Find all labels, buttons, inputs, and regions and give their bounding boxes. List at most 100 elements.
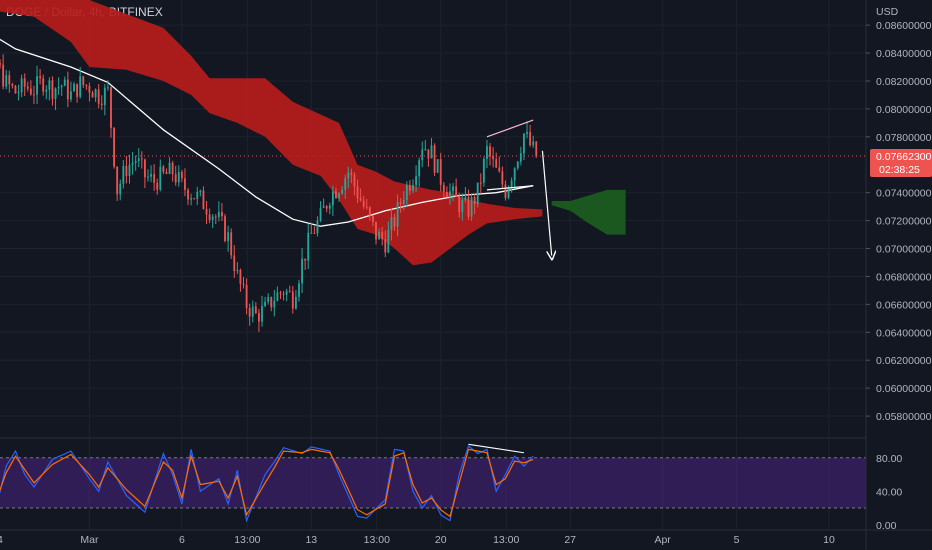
candle-body[interactable] bbox=[184, 178, 186, 190]
candle-body[interactable] bbox=[507, 187, 510, 198]
candle-body[interactable] bbox=[147, 176, 149, 178]
candle-body[interactable] bbox=[0, 63, 1, 65]
candle-body[interactable] bbox=[362, 200, 365, 207]
candle-body[interactable] bbox=[17, 92, 20, 94]
oscillator-trend-line[interactable] bbox=[468, 443, 525, 454]
candle-body[interactable] bbox=[378, 231, 381, 240]
candle-body[interactable] bbox=[54, 88, 57, 99]
candle-body[interactable] bbox=[433, 145, 436, 173]
candle-body[interactable] bbox=[100, 103, 103, 105]
candle-body[interactable] bbox=[140, 158, 143, 160]
candle-body[interactable] bbox=[458, 196, 461, 213]
candle-body[interactable] bbox=[8, 75, 11, 85]
candle-body[interactable] bbox=[174, 174, 177, 183]
candle-body[interactable] bbox=[137, 158, 140, 162]
candle-body[interactable] bbox=[88, 85, 91, 93]
candle-body[interactable] bbox=[523, 133, 525, 154]
candle-body[interactable] bbox=[335, 191, 337, 199]
candle-body[interactable] bbox=[495, 159, 498, 168]
candle-body[interactable] bbox=[85, 84, 88, 86]
candle-body[interactable] bbox=[322, 206, 325, 208]
candle-body[interactable] bbox=[415, 176, 418, 186]
candle-body[interactable] bbox=[418, 160, 421, 177]
candle-body[interactable] bbox=[504, 184, 507, 198]
candle-body[interactable] bbox=[236, 269, 239, 272]
candle-body[interactable] bbox=[205, 209, 208, 215]
candle-body[interactable] bbox=[214, 216, 217, 218]
candle-body[interactable] bbox=[310, 232, 313, 234]
trend-line[interactable] bbox=[486, 119, 534, 138]
candle-body[interactable] bbox=[122, 165, 125, 184]
candle-body[interactable] bbox=[116, 166, 119, 195]
candle-body[interactable] bbox=[294, 296, 297, 309]
candle-body[interactable] bbox=[217, 211, 220, 218]
candle-body[interactable] bbox=[384, 239, 387, 253]
price-axis[interactable]: 0.08600000 0.08400000 0.08200000 0.08000000… bbox=[866, 20, 932, 423]
candle-body[interactable] bbox=[436, 159, 439, 173]
candle-body[interactable] bbox=[26, 86, 29, 89]
candle-body[interactable] bbox=[73, 83, 75, 92]
candle-body[interactable] bbox=[180, 171, 183, 179]
candle-body[interactable] bbox=[526, 132, 528, 134]
candle-body[interactable] bbox=[227, 232, 230, 242]
candle-body[interactable] bbox=[347, 172, 350, 179]
candle-body[interactable] bbox=[408, 185, 411, 191]
candle-body[interactable] bbox=[529, 132, 532, 146]
candle-body[interactable] bbox=[264, 301, 267, 307]
candle-body[interactable] bbox=[513, 168, 516, 181]
candle-body[interactable] bbox=[45, 89, 48, 92]
time-axis[interactable]: 24 Mar 6 13:00 13 13:00 20 13:00 27 Apr 5 10 bbox=[0, 534, 835, 546]
candle-body[interactable] bbox=[254, 306, 257, 314]
candle-body[interactable] bbox=[159, 166, 162, 190]
candles[interactable] bbox=[0, 54, 538, 332]
candle-body[interactable] bbox=[150, 174, 152, 177]
candle-body[interactable] bbox=[273, 300, 276, 308]
candle-body[interactable] bbox=[282, 293, 285, 295]
candle-body[interactable] bbox=[257, 313, 260, 322]
candle-body[interactable] bbox=[23, 78, 26, 87]
candle-body[interactable] bbox=[230, 232, 233, 256]
candle-body[interactable] bbox=[372, 215, 374, 222]
candle-body[interactable] bbox=[375, 221, 377, 240]
drawings[interactable] bbox=[486, 119, 552, 255]
candle-body[interactable] bbox=[103, 87, 106, 105]
candle-body[interactable] bbox=[301, 258, 303, 284]
candle-body[interactable] bbox=[402, 200, 405, 204]
candle-body[interactable] bbox=[251, 306, 254, 317]
candle-body[interactable] bbox=[368, 207, 371, 216]
candle-body[interactable] bbox=[20, 78, 23, 93]
candle-body[interactable] bbox=[79, 76, 82, 97]
candle-body[interactable] bbox=[519, 153, 522, 162]
candle-body[interactable] bbox=[452, 186, 454, 192]
candle-body[interactable] bbox=[156, 182, 159, 190]
candle-body[interactable] bbox=[470, 197, 473, 217]
candle-body[interactable] bbox=[106, 87, 109, 89]
candle-body[interactable] bbox=[208, 214, 211, 220]
candle-body[interactable] bbox=[532, 141, 535, 146]
candle-body[interactable] bbox=[162, 166, 165, 172]
candle-body[interactable] bbox=[91, 92, 94, 98]
candle-body[interactable] bbox=[2, 64, 5, 87]
candle-body[interactable] bbox=[177, 171, 180, 183]
candle-body[interactable] bbox=[439, 159, 442, 185]
candle-body[interactable] bbox=[325, 206, 328, 209]
candle-body[interactable] bbox=[128, 164, 131, 177]
candle-body[interactable] bbox=[365, 206, 368, 208]
candle-body[interactable] bbox=[94, 89, 97, 98]
candle-body[interactable] bbox=[501, 171, 504, 185]
candle-body[interactable] bbox=[29, 88, 32, 95]
candle-body[interactable] bbox=[36, 76, 38, 95]
candle-body[interactable] bbox=[430, 145, 433, 159]
candle-body[interactable] bbox=[125, 165, 128, 177]
candle-body[interactable] bbox=[331, 191, 334, 206]
candle-body[interactable] bbox=[455, 186, 458, 197]
candle-body[interactable] bbox=[97, 89, 100, 104]
candle-body[interactable] bbox=[63, 79, 66, 86]
candle-body[interactable] bbox=[486, 146, 488, 159]
candle-body[interactable] bbox=[489, 146, 491, 157]
candle-body[interactable] bbox=[449, 191, 451, 198]
candle-body[interactable] bbox=[168, 162, 171, 174]
candle-body[interactable] bbox=[211, 216, 214, 220]
candle-body[interactable] bbox=[390, 217, 393, 231]
